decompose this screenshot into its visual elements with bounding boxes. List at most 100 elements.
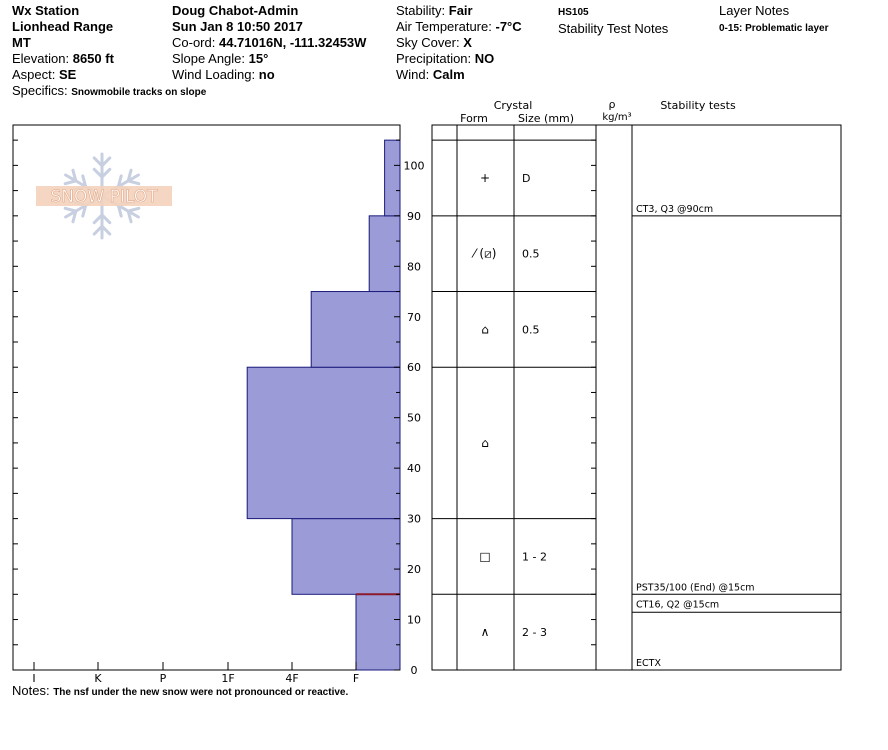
snowflake-branch	[126, 168, 133, 183]
logo-banner	[36, 186, 172, 206]
snowpilot-logo: SNOW PILOT	[36, 152, 172, 240]
height-tick-label: 50	[407, 412, 421, 425]
header-col-3: Stability: Fair Air Temperature: -7°C Sk…	[396, 3, 522, 83]
hardness-tick-label: P	[160, 672, 167, 685]
specifics-value: Snowmobile tracks on slope	[71, 87, 207, 98]
hardness-tick-label: 4F	[285, 672, 298, 685]
snowflake-branch	[81, 203, 88, 218]
snowflake-branch	[92, 167, 104, 179]
snowflake-branch	[92, 224, 104, 236]
snowflake-branch	[100, 224, 112, 236]
stability-tests-header: Stability tests	[660, 99, 736, 112]
wind-label: Wind:	[396, 67, 430, 82]
snowflake-branch	[71, 209, 78, 224]
hardness-bar-1	[291, 518, 401, 595]
hardness-tick-label: I	[32, 672, 35, 685]
snowflake-branch	[116, 203, 123, 218]
hardness-tick-label: F	[353, 672, 359, 685]
layer-notes-title: Layer Notes	[719, 3, 790, 18]
crystal-form: ⌂	[481, 322, 489, 336]
hardness-bars	[246, 139, 401, 671]
height-tick-label: 100	[404, 159, 425, 172]
sky-value: X	[463, 35, 472, 50]
air-temp-value: -7°C	[495, 19, 522, 34]
crystal-form: +	[480, 171, 490, 185]
header-col-5: Layer Notes 0-15: Problematic layer	[719, 3, 829, 37]
aspect-value: SE	[58, 67, 77, 82]
crystal-form: ∧	[481, 625, 490, 639]
stability-label: Stability:	[396, 3, 446, 18]
snowflake-branch	[92, 213, 104, 225]
snowflake-branch	[100, 156, 112, 168]
header-col-2: Doug Chabot-Admin Sun Jan 8 10:50 2017 C…	[172, 3, 366, 83]
state-name: MT	[12, 35, 31, 50]
height-tick-label: 70	[407, 311, 421, 324]
hardness-bar-4	[368, 215, 401, 293]
aspect-label: Aspect:	[12, 67, 56, 82]
stability-test-rows: CT3, Q3 @90cm PST35/100 (End) @15cm CT16, …	[632, 204, 841, 669]
snowflake-branch	[71, 168, 78, 183]
crystal-form: ⁄ (⧄)	[471, 247, 497, 261]
elevation-label: Elevation:	[12, 51, 70, 66]
coord-value: 44.71016N, -111.32453W	[218, 35, 367, 50]
hardness-bar-0	[355, 593, 401, 671]
crystal-size: 0.5	[522, 248, 540, 261]
height-axis: 0 10 20 30 40 50 60 70 80 90 100	[13, 139, 596, 677]
header-col-1: Wx Station Lionhead Range MT Elevation: …	[12, 3, 206, 101]
hs-value: HS105	[558, 7, 589, 18]
notes-label: Notes:	[12, 683, 50, 698]
layer-table-frame	[431, 124, 842, 671]
header-col-4: HS105 Stability Test Notes	[558, 3, 668, 37]
wind-loading-label: Wind Loading:	[172, 67, 256, 82]
layer-notes-value: 0-15: Problematic layer	[719, 23, 829, 34]
specifics-label: Specifics:	[12, 83, 68, 98]
crystal-form: ⌂	[481, 436, 489, 450]
precip-value: NO	[474, 51, 495, 66]
snowflake-branch	[126, 209, 133, 224]
wind-loading-value: no	[258, 67, 275, 82]
hardness-bar-5	[384, 139, 401, 217]
density-unit: kg/m³	[602, 112, 631, 123]
precip-label: Precipitation:	[396, 51, 472, 66]
snowflake-branch	[92, 156, 104, 168]
crystal-size: D	[522, 172, 530, 185]
crystal-size: 2 - 3	[522, 626, 547, 639]
air-temp-label: Air Temperature:	[396, 19, 492, 34]
height-tick-label: 90	[407, 210, 421, 223]
crystal-size: 1 - 2	[522, 550, 547, 563]
snowflake-branch	[100, 213, 112, 225]
height-tick-label: 20	[407, 563, 421, 576]
size-header: Size (mm)	[518, 112, 574, 125]
range-name: Lionhead Range	[12, 19, 114, 34]
hardness-bar-2	[246, 366, 401, 520]
snowflake-branch	[126, 179, 141, 186]
notes-line: Notes: The nsf under the new snow were n…	[12, 683, 348, 701]
crystal-rows: + D ⁄ (⧄) 0.5 ⌂ 0.5 ⌂ □ 1 - 2 ∧ 2 - 3	[432, 139, 596, 639]
hardness-bar-3	[310, 291, 401, 368]
hardness-tick-label: K	[94, 672, 102, 685]
height-tick-label: 0	[411, 664, 418, 677]
slope-value: 15°	[248, 51, 269, 66]
observer-name: Doug Chabot-Admin	[172, 3, 299, 18]
stability-test-label: CT3, Q3 @90cm	[636, 204, 713, 215]
coord-label: Co-ord:	[172, 35, 216, 50]
logo-text: SNOW PILOT	[51, 187, 159, 207]
elevation-value: 8650 ft	[72, 51, 114, 66]
stability-test-label: PST35/100 (End) @15cm	[636, 582, 755, 593]
height-tick-label: 80	[407, 260, 421, 273]
crystal-size: 0.5	[522, 323, 540, 336]
height-tick-label: 10	[407, 614, 421, 627]
slope-label: Slope Angle:	[172, 51, 246, 66]
snowflake-branch	[63, 179, 78, 186]
hardness-axis: I K P 1F 4F F	[32, 662, 359, 685]
stability-value: Fair	[448, 3, 473, 18]
notes-value: The nsf under the new snow were not pron…	[53, 687, 349, 698]
crystal-header: Crystal	[494, 99, 533, 112]
form-header: Form	[460, 112, 488, 125]
snowflake-branch	[63, 206, 78, 213]
height-tick-label: 30	[407, 513, 421, 526]
snowflake-branch	[81, 174, 88, 189]
height-tick-label: 40	[407, 462, 421, 475]
snowflake-branch	[126, 206, 141, 213]
